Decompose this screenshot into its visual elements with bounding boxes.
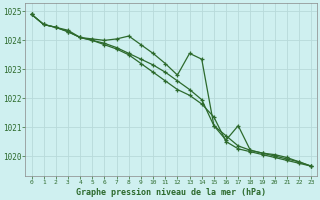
X-axis label: Graphe pression niveau de la mer (hPa): Graphe pression niveau de la mer (hPa) xyxy=(76,188,266,197)
